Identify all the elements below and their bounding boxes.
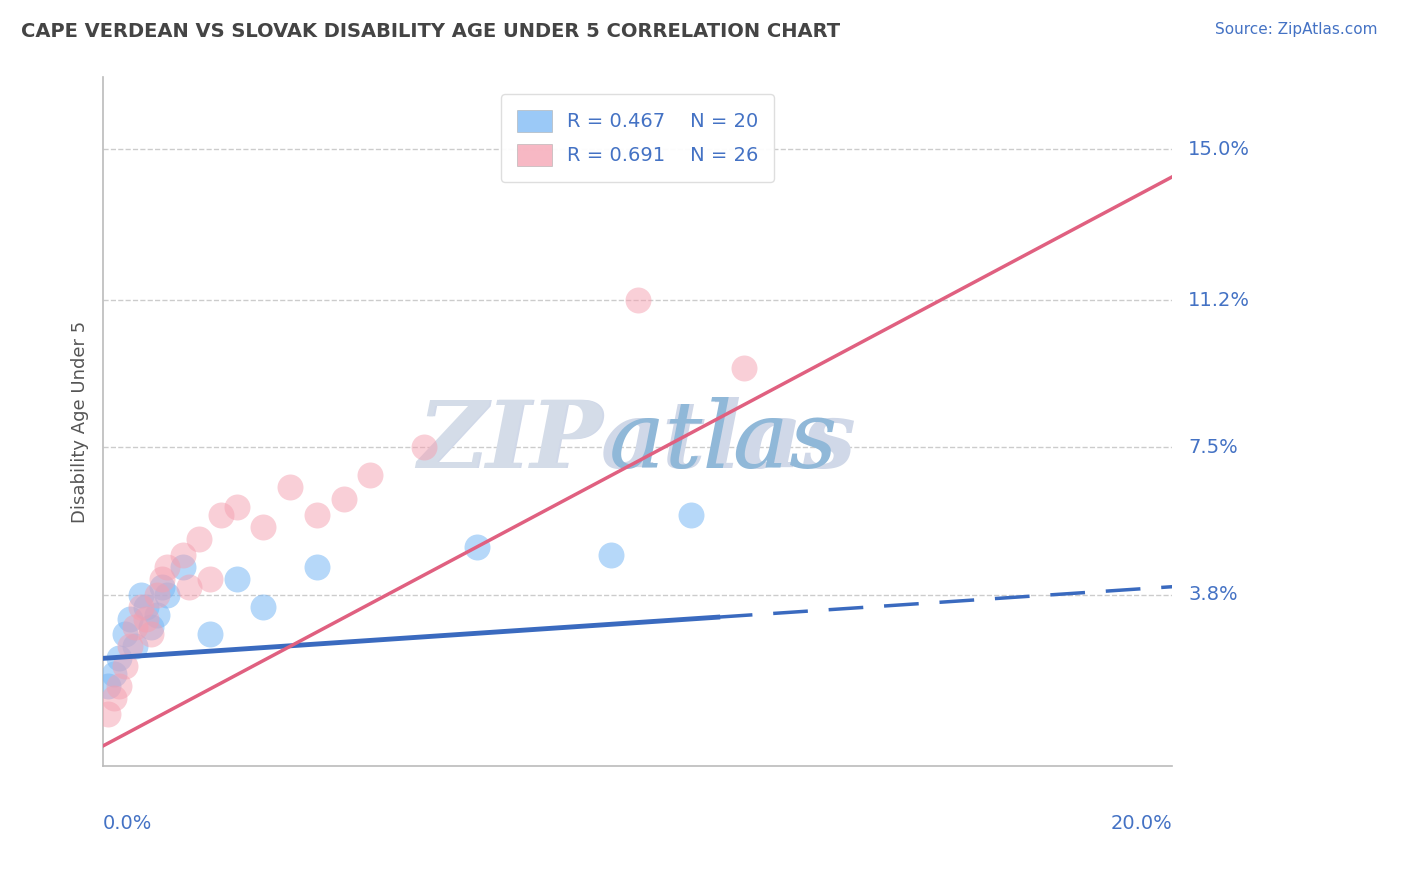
Point	[118, 640, 141, 654]
Point	[150, 580, 173, 594]
Point	[97, 706, 120, 721]
Text: 7.5%: 7.5%	[1188, 438, 1237, 457]
Text: 20.0%: 20.0%	[1111, 814, 1173, 832]
Text: 0.0%: 0.0%	[103, 814, 152, 832]
Point	[97, 679, 120, 693]
Point	[172, 548, 194, 562]
Point	[465, 540, 488, 554]
Text: ZIPatlas: ZIPatlas	[419, 397, 856, 487]
Point	[188, 532, 211, 546]
Point	[135, 599, 157, 614]
Point	[135, 611, 157, 625]
Point	[599, 548, 621, 562]
Point	[225, 572, 247, 586]
Point	[209, 508, 232, 522]
Point	[156, 588, 179, 602]
Point	[359, 468, 381, 483]
Text: Source: ZipAtlas.com: Source: ZipAtlas.com	[1215, 22, 1378, 37]
Point	[114, 659, 136, 673]
Text: ZIP: ZIP	[418, 397, 602, 487]
Point	[332, 492, 354, 507]
Point	[278, 480, 301, 494]
Point	[145, 607, 167, 622]
Point	[150, 572, 173, 586]
Text: CAPE VERDEAN VS SLOVAK DISABILITY AGE UNDER 5 CORRELATION CHART: CAPE VERDEAN VS SLOVAK DISABILITY AGE UN…	[21, 22, 841, 41]
Point	[124, 640, 146, 654]
Point	[252, 520, 274, 534]
Text: atlas: atlas	[609, 397, 838, 487]
Point	[626, 293, 648, 308]
Point	[252, 599, 274, 614]
Point	[156, 559, 179, 574]
Text: 15.0%: 15.0%	[1188, 139, 1250, 159]
Point	[412, 441, 434, 455]
Point	[141, 627, 163, 641]
Y-axis label: Disability Age Under 5: Disability Age Under 5	[72, 320, 89, 523]
Point	[305, 508, 328, 522]
Point	[103, 691, 125, 706]
Point	[679, 508, 702, 522]
Point	[145, 588, 167, 602]
Point	[305, 559, 328, 574]
Point	[108, 651, 131, 665]
Point	[108, 679, 131, 693]
Legend: R = 0.467    N = 20, R = 0.691    N = 26: R = 0.467 N = 20, R = 0.691 N = 26	[501, 94, 775, 182]
Text: 11.2%: 11.2%	[1188, 291, 1250, 310]
Point	[124, 619, 146, 633]
Point	[198, 572, 221, 586]
Point	[114, 627, 136, 641]
Point	[225, 500, 247, 515]
Point	[103, 667, 125, 681]
Point	[734, 360, 756, 375]
Point	[177, 580, 200, 594]
Point	[118, 611, 141, 625]
Point	[129, 588, 152, 602]
Point	[198, 627, 221, 641]
Point	[172, 559, 194, 574]
Point	[129, 599, 152, 614]
Point	[141, 619, 163, 633]
Text: 3.8%: 3.8%	[1188, 585, 1237, 604]
